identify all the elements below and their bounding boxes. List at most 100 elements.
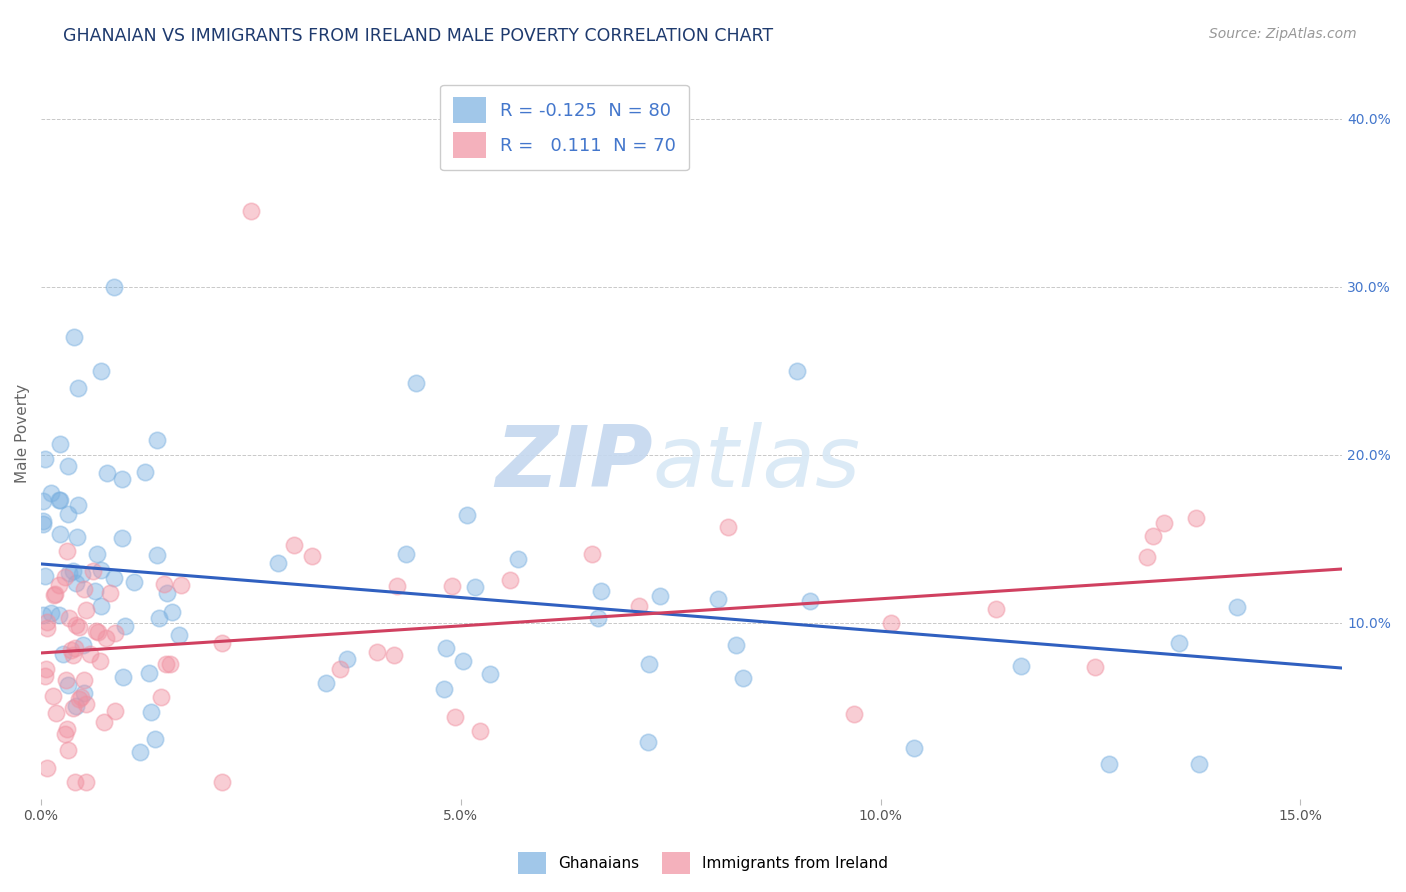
Point — [129, 745, 152, 759]
Point — [266, 557, 288, 571]
Point — [55, 673, 77, 687]
Point — [37, 621, 59, 635]
Point — [153, 576, 176, 591]
Point — [733, 671, 755, 685]
Point — [48, 577, 70, 591]
Point — [1142, 529, 1164, 543]
Point — [32, 494, 55, 508]
Point — [84, 583, 107, 598]
Point — [1084, 659, 1107, 673]
Point — [903, 741, 925, 756]
Point — [56, 507, 79, 521]
Point — [48, 493, 70, 508]
Point — [41, 485, 63, 500]
Point — [301, 549, 323, 564]
Point — [456, 508, 478, 522]
Point — [1185, 510, 1208, 524]
Point — [62, 565, 84, 579]
Point — [283, 538, 305, 552]
Point — [382, 648, 405, 663]
Point — [56, 722, 79, 736]
Point — [86, 548, 108, 562]
Point — [405, 376, 427, 391]
Point — [170, 577, 193, 591]
Point — [73, 673, 96, 688]
Point — [434, 640, 457, 655]
Point — [90, 599, 112, 613]
Point — [506, 552, 529, 566]
Point — [32, 608, 55, 623]
Point — [89, 655, 111, 669]
Point — [100, 586, 122, 600]
Point — [65, 698, 87, 713]
Point — [72, 638, 94, 652]
Point — [32, 516, 55, 531]
Point — [90, 364, 112, 378]
Point — [637, 735, 659, 749]
Point — [1153, 516, 1175, 531]
Point — [65, 641, 87, 656]
Point — [48, 608, 70, 623]
Point — [1187, 756, 1209, 771]
Point — [49, 437, 72, 451]
Point — [146, 433, 169, 447]
Point — [62, 648, 84, 663]
Point — [122, 575, 145, 590]
Point — [139, 705, 162, 719]
Point — [111, 531, 134, 545]
Legend: Ghanaians, Immigrants from Ireland: Ghanaians, Immigrants from Ireland — [512, 846, 894, 880]
Y-axis label: Male Poverty: Male Poverty — [15, 384, 30, 483]
Point — [366, 645, 388, 659]
Point — [58, 611, 80, 625]
Point — [628, 599, 651, 614]
Point — [717, 520, 740, 534]
Point — [34, 569, 56, 583]
Point — [648, 589, 671, 603]
Point — [56, 459, 79, 474]
Point — [143, 731, 166, 746]
Point — [134, 466, 156, 480]
Point — [1010, 659, 1032, 673]
Point — [34, 669, 56, 683]
Point — [315, 675, 337, 690]
Point — [591, 583, 613, 598]
Point — [240, 204, 263, 219]
Point — [86, 624, 108, 638]
Point — [112, 670, 135, 684]
Point — [1136, 549, 1159, 564]
Point — [45, 706, 67, 720]
Point — [111, 472, 134, 486]
Point — [65, 530, 87, 544]
Text: atlas: atlas — [652, 422, 860, 505]
Point — [148, 611, 170, 625]
Point — [444, 710, 467, 724]
Point — [114, 618, 136, 632]
Point — [211, 775, 233, 789]
Point — [96, 466, 118, 480]
Point — [637, 657, 659, 672]
Point — [104, 704, 127, 718]
Point — [34, 452, 56, 467]
Point — [1226, 599, 1249, 614]
Point — [67, 381, 90, 395]
Point — [440, 579, 463, 593]
Point — [49, 493, 72, 508]
Point — [58, 566, 80, 580]
Point — [49, 526, 72, 541]
Point — [103, 571, 125, 585]
Point — [67, 620, 90, 634]
Point — [385, 579, 408, 593]
Point — [75, 698, 97, 712]
Point — [211, 636, 233, 650]
Text: ZIP: ZIP — [495, 422, 652, 505]
Point — [58, 743, 80, 757]
Point — [155, 585, 177, 599]
Point — [73, 582, 96, 596]
Point — [65, 576, 87, 591]
Point — [41, 606, 63, 620]
Text: GHANAIAN VS IMMIGRANTS FROM IRELAND MALE POVERTY CORRELATION CHART: GHANAIAN VS IMMIGRANTS FROM IRELAND MALE… — [63, 27, 773, 45]
Point — [34, 662, 56, 676]
Point — [986, 602, 1008, 616]
Point — [468, 724, 491, 739]
Point — [42, 588, 65, 602]
